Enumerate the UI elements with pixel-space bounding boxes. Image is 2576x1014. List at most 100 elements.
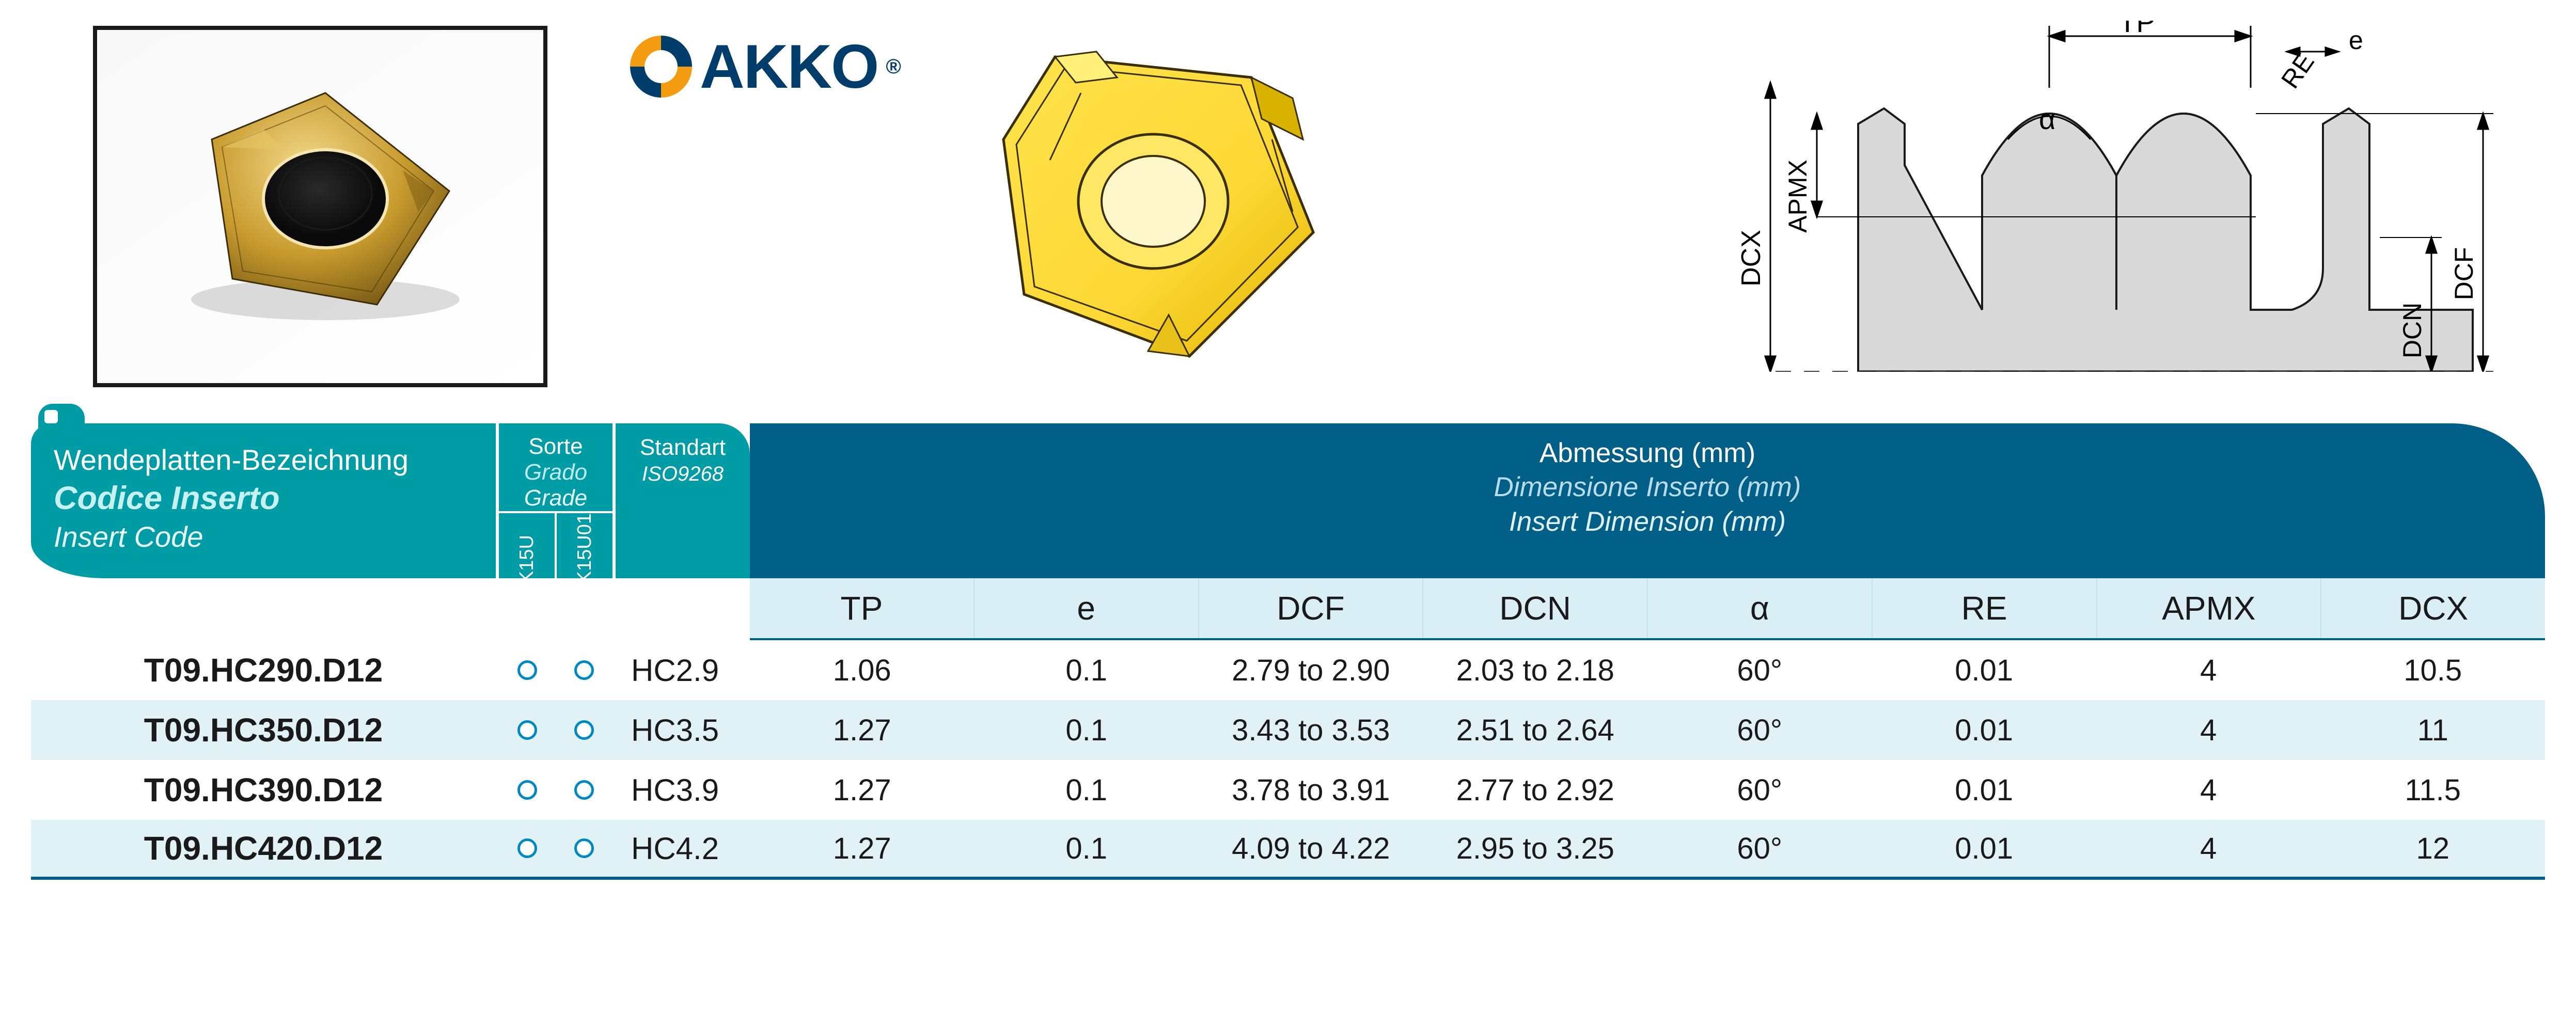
brand-logo-icon	[630, 36, 692, 98]
label-tp: TP	[2118, 21, 2156, 38]
cell-grade-1	[499, 838, 556, 858]
brand-name: AKKO	[700, 31, 878, 102]
cell-dcf: 2.79 to 2.90	[1199, 653, 1423, 688]
cell-code: T09.HC390.D12	[31, 771, 496, 809]
cell-e: 0.1	[975, 713, 1199, 748]
dimcol-tp: TP	[750, 578, 973, 638]
cell-code: T09.HC350.D12	[31, 711, 496, 749]
header-grade-de: Sorte	[528, 434, 583, 459]
cell-dcx: 11	[2321, 713, 2546, 748]
grade-dot-icon	[517, 720, 537, 740]
cell-re: 0.01	[1872, 653, 2097, 688]
cell-dcn: 2.77 to 2.92	[1423, 773, 1648, 807]
label-dcn: DCN	[2398, 303, 2427, 358]
dimcol-dcx: DCX	[2320, 578, 2545, 638]
dim-columns-row: TP e DCF DCN α RE APMX DCX	[31, 578, 2545, 640]
cell-dcf: 3.78 to 3.91	[1199, 773, 1423, 807]
spec-table: Wendeplatten-Bezeichnung Codice Inserto …	[31, 423, 2545, 880]
header-dim-de: Abmessung (mm)	[1540, 438, 1755, 468]
dimcol-re: RE	[1872, 578, 2096, 638]
dimcol-alpha: α	[1647, 578, 1872, 638]
header-standard: Standart ISO9268	[616, 423, 750, 578]
header-grade-it: Grado	[499, 460, 612, 485]
cell-dcn: 2.03 to 2.18	[1423, 653, 1648, 688]
brand-logo-area: AKKO ®	[630, 31, 900, 102]
grade-dot-icon	[517, 838, 537, 858]
grade-dot-icon	[574, 780, 594, 800]
header-standard-sub: ISO9268	[616, 463, 750, 486]
cell-re: 0.01	[1872, 773, 2097, 807]
product-photo-frame	[93, 26, 547, 387]
header-standard-de: Standart	[640, 435, 726, 460]
header-dim-en: Insert Dimension (mm)	[750, 505, 2545, 539]
cell-apmx: 4	[2096, 773, 2321, 807]
cell-e: 0.1	[975, 653, 1199, 688]
cell-tp: 1.06	[750, 653, 975, 688]
table-header-row: Wendeplatten-Bezeichnung Codice Inserto …	[31, 423, 2545, 578]
cell-alpha: 60°	[1647, 713, 1872, 748]
cell-e: 0.1	[975, 773, 1199, 807]
cell-standard: HC3.5	[616, 712, 750, 748]
grade-dot-icon	[574, 660, 594, 680]
cell-standard: HC3.9	[616, 772, 750, 808]
grade-dot-icon	[574, 838, 594, 858]
cell-grade-1	[499, 660, 556, 680]
cell-dcf: 3.43 to 3.53	[1199, 713, 1423, 748]
cell-alpha: 60°	[1647, 773, 1872, 807]
cell-grade-2	[556, 720, 612, 740]
cell-grade-1	[499, 780, 556, 800]
grade-dot-icon	[574, 720, 594, 740]
label-dcf: DCF	[2449, 247, 2478, 300]
label-alpha: α	[2039, 103, 2055, 135]
table-row: T09.HC290.D12 HC2.91.060.12.79 to 2.902.0…	[31, 640, 2545, 700]
cell-grade-1	[499, 720, 556, 740]
product-photo	[160, 77, 480, 336]
dimcol-apmx: APMX	[2096, 578, 2321, 638]
cell-tp: 1.27	[750, 831, 975, 866]
cell-standard: HC2.9	[616, 653, 750, 688]
cell-grade-2	[556, 838, 612, 858]
cell-alpha: 60°	[1647, 653, 1872, 688]
grade-dot-icon	[517, 780, 537, 800]
table-row: T09.HC420.D12 HC4.21.270.14.09 to 4.222.9…	[31, 820, 2545, 880]
cell-standard: HC4.2	[616, 831, 750, 866]
cell-dcx: 10.5	[2321, 653, 2546, 688]
header-grade-en: Grade	[499, 485, 612, 511]
cell-tp: 1.27	[750, 713, 975, 748]
cell-dcf: 4.09 to 4.22	[1199, 831, 1423, 866]
cell-e: 0.1	[975, 831, 1199, 866]
cell-apmx: 4	[2096, 653, 2321, 688]
header-dimensions: Abmessung (mm) Dimensione Inserto (mm) I…	[750, 423, 2545, 578]
cell-code: T09.HC420.D12	[31, 829, 496, 867]
brand-logo: AKKO ®	[630, 31, 900, 102]
cell-code: T09.HC290.D12	[31, 651, 496, 689]
dimcol-e: e	[973, 578, 1198, 638]
header-code-de: Wendeplatten-Bezeichnung	[54, 443, 473, 477]
cell-grade-2	[556, 660, 612, 680]
header-code-it: Codice Inserto	[54, 480, 473, 517]
grade-dot-icon	[517, 660, 537, 680]
table-body: T09.HC290.D12HC2.91.060.12.79 to 2.902.0…	[31, 640, 2545, 880]
dimcol-dcn: DCN	[1422, 578, 1647, 638]
label-e: e	[2349, 26, 2363, 55]
table-row: T09.HC390.D12HC3.91.270.13.78 to 3.912.7…	[31, 760, 2545, 820]
insert-illustration	[962, 36, 1334, 372]
cell-dcn: 2.95 to 3.25	[1423, 831, 1648, 866]
label-apmx: APMX	[1783, 160, 1812, 233]
cell-dcn: 2.51 to 2.64	[1423, 713, 1648, 748]
cell-re: 0.01	[1872, 831, 2097, 866]
header-grade: Sorte Grado Grade VK15U VK15U01	[499, 423, 612, 578]
dimcol-dcf: DCF	[1198, 578, 1423, 638]
label-dcx: DCX	[1739, 230, 1766, 287]
technical-drawing: TP e RE α APMX DCX	[1739, 21, 2514, 372]
registered-mark: ®	[886, 55, 900, 78]
cell-grade-2	[556, 780, 612, 800]
cell-dcx: 11.5	[2321, 773, 2546, 807]
cell-apmx: 4	[2096, 713, 2321, 748]
header-dim-it: Dimensione Inserto (mm)	[750, 470, 2545, 504]
cell-dcx: 12	[2321, 831, 2546, 866]
header-insert-code: Wendeplatten-Bezeichnung Codice Inserto …	[31, 423, 496, 578]
header-code-en: Insert Code	[54, 520, 473, 553]
cell-re: 0.01	[1872, 713, 2097, 748]
cell-alpha: 60°	[1647, 831, 1872, 866]
